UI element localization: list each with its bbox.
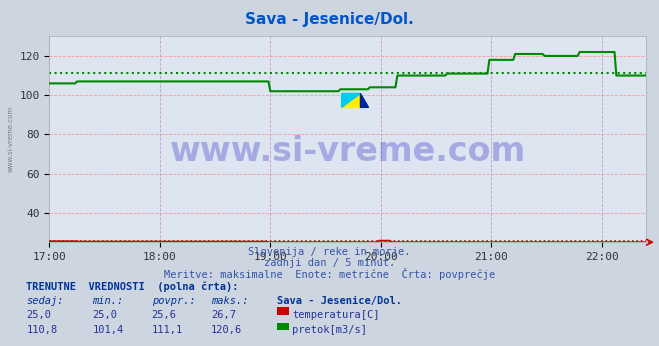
Text: Slovenija / reke in morje.: Slovenija / reke in morje. [248, 247, 411, 257]
Text: 111,1: 111,1 [152, 325, 183, 335]
Text: Meritve: maksimalne  Enote: metrične  Črta: povprečje: Meritve: maksimalne Enote: metrične Črta… [164, 268, 495, 280]
Text: 25,0: 25,0 [92, 310, 117, 320]
Polygon shape [341, 93, 360, 107]
Text: www.si-vreme.com: www.si-vreme.com [169, 135, 526, 168]
Text: 26,7: 26,7 [211, 310, 236, 320]
Text: povpr.:: povpr.: [152, 296, 195, 306]
Text: 101,4: 101,4 [92, 325, 123, 335]
Polygon shape [360, 93, 368, 107]
Text: zadnji dan / 5 minut.: zadnji dan / 5 minut. [264, 258, 395, 268]
Text: 25,6: 25,6 [152, 310, 177, 320]
Text: 110,8: 110,8 [26, 325, 57, 335]
Text: www.si-vreme.com: www.si-vreme.com [8, 106, 14, 172]
Polygon shape [341, 93, 360, 107]
Text: pretok[m3/s]: pretok[m3/s] [292, 325, 367, 335]
Text: temperatura[C]: temperatura[C] [292, 310, 380, 320]
Text: Sava - Jesenice/Dol.: Sava - Jesenice/Dol. [245, 12, 414, 27]
Text: min.:: min.: [92, 296, 123, 306]
Text: sedaj:: sedaj: [26, 296, 64, 306]
Text: Sava - Jesenice/Dol.: Sava - Jesenice/Dol. [277, 296, 402, 306]
Text: 25,0: 25,0 [26, 310, 51, 320]
Text: maks.:: maks.: [211, 296, 248, 306]
Text: TRENUTNE  VREDNOSTI  (polna črta):: TRENUTNE VREDNOSTI (polna črta): [26, 282, 239, 292]
Text: 120,6: 120,6 [211, 325, 242, 335]
